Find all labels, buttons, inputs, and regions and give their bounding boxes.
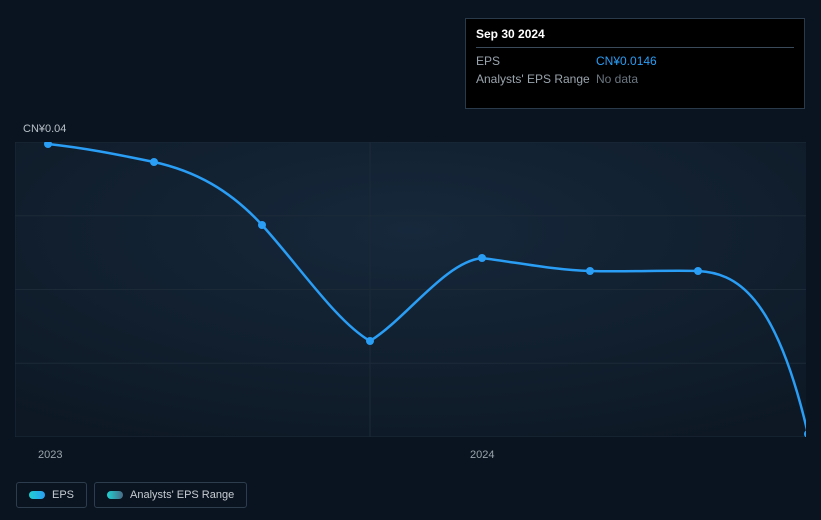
tooltip-row-value: CN¥0.0146 (596, 54, 794, 68)
chart-container: Sep 30 2024 EPS CN¥0.0146 Analysts' EPS … (0, 0, 821, 520)
legend-item-eps[interactable]: EPS (16, 482, 87, 508)
x-axis-label: 2023 (38, 449, 62, 461)
legend-item-analysts-range[interactable]: Analysts' EPS Range (94, 482, 247, 508)
line-chart-svg (15, 142, 806, 437)
tooltip-row-label: Analysts' EPS Range (476, 72, 596, 86)
x-axis-label: 2024 (470, 449, 494, 461)
legend-label: Analysts' EPS Range (130, 489, 234, 501)
chart-tooltip: Sep 30 2024 EPS CN¥0.0146 Analysts' EPS … (465, 18, 805, 109)
tooltip-date: Sep 30 2024 (476, 27, 794, 48)
tooltip-row-range: Analysts' EPS Range No data (476, 70, 794, 88)
tooltip-row-eps: EPS CN¥0.0146 (476, 52, 794, 70)
y-axis-top-label: CN¥0.04 (23, 123, 66, 135)
tooltip-row-value: No data (596, 72, 794, 86)
legend-swatch-icon (29, 491, 45, 499)
tooltip-row-label: EPS (476, 54, 596, 68)
chart-legend: EPS Analysts' EPS Range (16, 482, 247, 508)
chart-plot-area (15, 142, 806, 437)
legend-label: EPS (52, 489, 74, 501)
legend-swatch-icon (107, 491, 123, 499)
